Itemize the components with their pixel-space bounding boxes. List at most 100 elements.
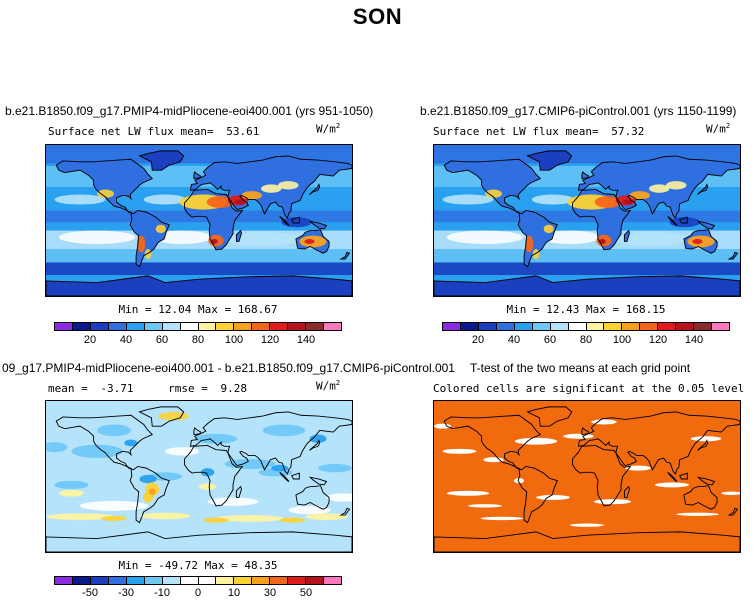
panel-2-map-svg: [434, 145, 740, 296]
figure-title: SON: [352, 4, 403, 29]
panel-2-field-label: Surface net LW flux mean= 57.32: [433, 125, 644, 138]
panel-2-title: b.e21.B1850.f09_g17.CMIP6-piControl.001 …: [420, 104, 737, 118]
panel-4-map: [433, 400, 741, 553]
colorbar-tick-label: 140: [296, 334, 316, 346]
panel-2-map: [433, 144, 741, 297]
panel-3-max-label: Max =: [204, 559, 238, 572]
colorbar-swatch: [288, 323, 307, 330]
panel-4-title: T-test of the two means at each grid poi…: [470, 361, 691, 375]
colorbar-swatch: [162, 577, 181, 584]
colorbar-swatch: [234, 577, 253, 584]
panel-3-map-svg: [46, 401, 352, 552]
panel-2-units-base: W/m: [706, 122, 726, 136]
panel-2-units: W/m2: [706, 122, 730, 136]
colorbar-swatch: [676, 323, 695, 330]
panel-1-max-value: 168.67: [237, 303, 278, 316]
colorbar-tick-label: 50: [299, 587, 313, 599]
colorbar-swatch: [324, 577, 341, 584]
panel-2-colorbar-ticks: 20 40 60 80 100 120 140: [442, 334, 730, 348]
panel-2-field-name: Surface net LW flux mean=: [433, 125, 599, 138]
panel-1-min-value: 12.04: [158, 303, 192, 316]
panel-3-stats: mean = -3.71 rmse = 9.28: [48, 382, 247, 395]
colorbar-tick-label: 0: [194, 587, 202, 599]
panel-1-min-label: Min =: [118, 303, 152, 316]
colorbar-tick-label: 20: [471, 334, 485, 346]
colorbar-swatch: [712, 323, 729, 330]
colorbar-tick-label: 10: [227, 587, 241, 599]
colorbar-swatch: [108, 323, 127, 330]
colorbar-swatch: [270, 577, 289, 584]
colorbar-swatch: [180, 577, 199, 584]
colorbar-swatch: [496, 323, 515, 330]
panel-1-title: b.e21.B1850.f09_g17.PMIP4-midPliocene-eo…: [5, 104, 374, 118]
panel-1-units-exp: 2: [335, 122, 341, 130]
panel-4-subtitle: Colored cells are significant at the 0.0…: [433, 382, 745, 395]
panel-4-map-svg: [434, 401, 740, 552]
colorbar-swatch: [514, 323, 533, 330]
colorbar-tick-label: 40: [119, 334, 133, 346]
panel-1-max-label: Max =: [198, 303, 232, 316]
panel-1-units: W/m2: [316, 122, 340, 136]
panel-3-rmse-label: rmse =: [168, 382, 208, 395]
colorbar-swatch: [694, 323, 713, 330]
colorbar-tick-label: -50: [82, 587, 98, 599]
colorbar-swatch: [126, 577, 145, 584]
colorbar-tick-label: 120: [648, 334, 668, 346]
panel-3-min-label: Min =: [118, 559, 152, 572]
colorbar-swatch: [198, 577, 217, 584]
colorbar-swatch: [180, 323, 199, 330]
panel-2-minmax: Min = 12.43 Max = 168.15: [433, 303, 739, 316]
panel-2-max-label: Max =: [586, 303, 620, 316]
colorbar-swatch: [216, 577, 235, 584]
colorbar-tick-label: 140: [684, 334, 704, 346]
colorbar-swatch: [108, 577, 127, 584]
panel-3-rmse-value: 9.28: [220, 382, 248, 395]
panel-3-min-value: -49.72: [158, 559, 198, 572]
colorbar-tick-label: 20: [83, 334, 97, 346]
panel-1-field-name: Surface net LW flux mean=: [48, 125, 214, 138]
colorbar-swatch: [216, 323, 235, 330]
panel-1-field-label: Surface net LW flux mean= 53.61: [48, 125, 259, 138]
colorbar-swatch: [144, 577, 163, 584]
colorbar-tick-label: 40: [507, 334, 521, 346]
colorbar-swatch: [306, 577, 325, 584]
colorbar-swatch: [532, 323, 551, 330]
colorbar-swatch: [324, 323, 341, 330]
colorbar-swatch: [658, 323, 677, 330]
panel-3-mean-value: -3.71: [100, 382, 134, 395]
colorbar-swatch: [306, 323, 325, 330]
panel-2-max-value: 168.15: [625, 303, 666, 316]
panel-1-colorbar-ticks: 20 40 60 80 100 120 140: [54, 334, 342, 348]
colorbar-swatch: [586, 323, 605, 330]
panel-2-mean-value: 57.32: [611, 125, 645, 138]
colorbar-swatch: [72, 577, 91, 584]
colorbar-tick-label: 100: [612, 334, 632, 346]
panel-1-colorbar: [54, 322, 342, 331]
colorbar-swatch: [198, 323, 217, 330]
colorbar-tick-label: 60: [155, 334, 169, 346]
colorbar-swatch: [288, 577, 307, 584]
colorbar-tick-label: 30: [263, 587, 277, 599]
colorbar-swatch: [270, 323, 289, 330]
colorbar-swatch: [55, 577, 73, 584]
colorbar-swatch: [234, 323, 253, 330]
colorbar-swatch: [478, 323, 497, 330]
colorbar-tick-label: 100: [224, 334, 244, 346]
colorbar-swatch: [604, 323, 623, 330]
panel-3-units: W/m2: [316, 379, 340, 393]
colorbar-swatch: [550, 323, 569, 330]
colorbar-swatch: [55, 323, 73, 330]
colorbar-tick-label: -10: [154, 587, 170, 599]
colorbar-swatch: [72, 323, 91, 330]
colorbar-swatch: [640, 323, 659, 330]
colorbar-swatch: [568, 323, 587, 330]
panel-2-min-label: Min =: [506, 303, 540, 316]
panel-1-units-base: W/m: [316, 122, 336, 136]
panel-2-units-exp: 2: [725, 122, 731, 130]
panel-1-mean-value: 53.61: [226, 125, 260, 138]
colorbar-swatch: [90, 323, 109, 330]
panel-3-minmax: Min = -49.72 Max = 48.35: [45, 559, 351, 572]
colorbar-swatch: [144, 323, 163, 330]
panel-3-max-value: 48.35: [244, 559, 278, 572]
panel-3-colorbar-ticks: -50 -30 -10 0 10 30 50: [54, 587, 342, 601]
